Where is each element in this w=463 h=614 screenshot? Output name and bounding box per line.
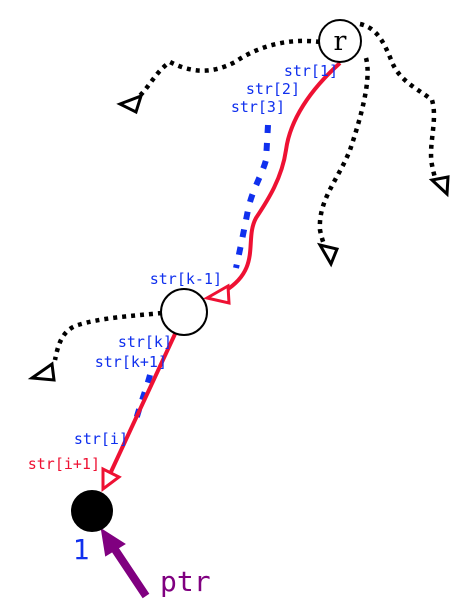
label-str-3: str[3] [231,98,285,116]
root-branch-down-arrowhead [320,245,337,264]
label-str-i: str[i] [74,430,128,448]
pointer-label: ptr [160,565,211,598]
pointer-arrow-shaft [112,545,146,596]
red-path-root-to-middle-arrowhead [207,286,229,303]
middle-branch-left-arrowhead [32,364,54,380]
label-str-i-plus-1: str[i+1] [28,455,100,473]
root-branch-right [360,24,438,186]
root-branch-down [320,58,368,252]
label-str-k-plus-1: str[k+1] [95,353,167,371]
red-path-middle-to-leaf-arrowhead [103,469,119,489]
label-str-1: str[1] [284,62,338,80]
root-node-label: r [334,26,347,57]
label-str-k-1: str[k-1] [150,270,222,288]
label-str-2: str[2] [246,80,300,98]
leaf-node [72,491,112,531]
middle-node [161,289,207,335]
leaf-node-label: 1 [73,533,90,566]
label-str-k: str[k] [118,333,172,351]
root-branch-right-arrowhead [432,177,448,194]
root-branch-left-arrowhead [120,96,141,112]
root-node: r [319,20,361,62]
